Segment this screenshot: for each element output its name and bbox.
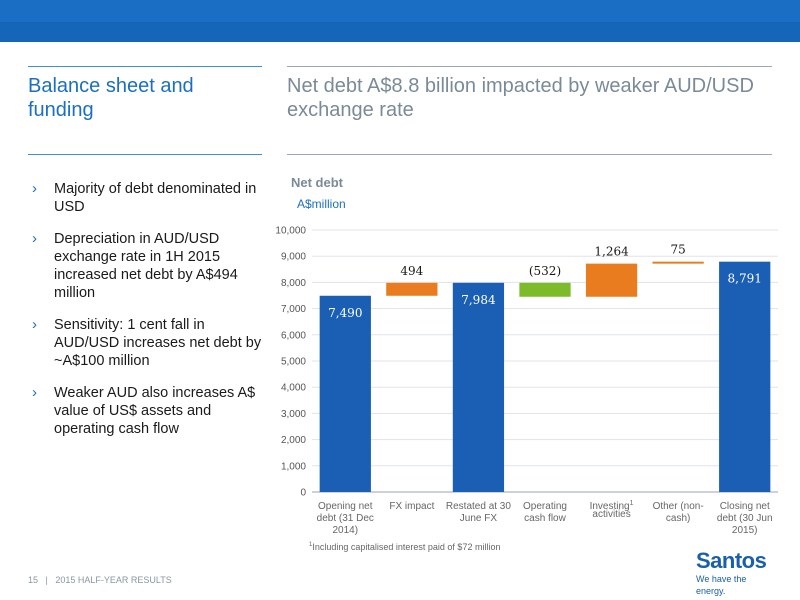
x-tick-label: Closing net debt (30 Jun 2015) xyxy=(717,501,773,536)
left-title-rule-bottom xyxy=(28,154,262,155)
x-tick-label-line: 2014) xyxy=(332,525,358,536)
data-label: 494 xyxy=(400,264,423,278)
y-tick-label: 2,000 xyxy=(281,435,306,446)
data-label: 7,490 xyxy=(328,306,362,320)
footnote: 1Including capitalised interest paid of … xyxy=(309,542,500,552)
bar-decrease xyxy=(519,282,571,297)
chevron-right-icon: › xyxy=(32,230,37,247)
y-tick-label: 5,000 xyxy=(281,357,306,368)
bars xyxy=(319,261,771,492)
left-title-rule-top xyxy=(28,66,262,67)
footnote-marker: 1 xyxy=(309,542,313,548)
bullet-text: Majority of debt denominated in USD xyxy=(54,181,257,215)
x-tick-label-line: debt (31 Dec xyxy=(317,513,374,524)
data-label: (532) xyxy=(529,264,561,278)
x-tick-label-line: June FX xyxy=(460,513,498,524)
bar-total xyxy=(452,282,505,492)
page-number: 15 xyxy=(28,575,39,585)
y-tick-label: 9,000 xyxy=(281,252,306,263)
bullet-text: Sensitivity: 1 cent fall in AUD/USD incr… xyxy=(54,317,262,369)
y-tick-label: 3,000 xyxy=(281,409,306,420)
y-tick-label: 8,000 xyxy=(281,278,306,289)
bullet-item: › Majority of debt denominated in USD xyxy=(30,180,270,216)
y-tick-label: 7,000 xyxy=(281,304,306,315)
x-tick-label-line: Investing xyxy=(590,501,630,512)
x-tick-label-line: debt (30 Jun xyxy=(717,513,773,524)
bar-increase xyxy=(652,261,704,264)
right-title-rule-top xyxy=(287,66,772,67)
x-tick-footnote-marker: 1 xyxy=(630,500,634,507)
gridlines xyxy=(312,229,778,493)
x-tick-label-line: cash) xyxy=(666,513,690,524)
footer-separator: | xyxy=(45,575,48,585)
bullet-text: Weaker AUD also increases A$ value of US… xyxy=(54,385,256,437)
logo-tagline: We have the energy. xyxy=(696,574,747,596)
chevron-right-icon: › xyxy=(32,384,37,401)
x-tick-label: Operating cash flow xyxy=(523,501,567,524)
x-tick-label-line: activities xyxy=(592,509,630,520)
x-tick-label: Investing1 activities xyxy=(590,500,634,520)
header-stripe xyxy=(0,0,800,22)
net-debt-waterfall-chart: 0 1,000 2,000 3,000 4,000 5,000 6,000 7,000 8,00… xyxy=(275,226,778,536)
x-tick-label-line: Other (non- xyxy=(653,501,704,512)
bar-increase xyxy=(386,282,438,296)
slide-title: Net debt A$8.8 billion impacted by weake… xyxy=(287,75,754,121)
header-band xyxy=(0,0,800,42)
data-label: 1,264 xyxy=(594,245,629,259)
x-tick-label: Other (non-cash) xyxy=(653,501,704,524)
x-tick-label-line: Restated at 30 xyxy=(446,501,511,512)
bullet-item: › Depreciation in AUD/USD exchange rate i… xyxy=(30,230,270,302)
chevron-right-icon: › xyxy=(32,180,37,197)
x-tick-label: Opening net debt (31 Dec 2014) xyxy=(317,501,374,536)
y-axis: 0 1,000 2,000 3,000 4,000 5,000 6,000 7,000 8,00… xyxy=(275,226,306,499)
data-label: 75 xyxy=(671,243,686,257)
y-tick-label: 1,000 xyxy=(281,461,306,472)
x-tick-label-line: Opening net xyxy=(318,501,373,512)
chevron-right-icon: › xyxy=(32,316,37,333)
data-label: 8,791 xyxy=(728,272,762,286)
x-axis: Opening net debt (31 Dec 2014) FX impact Res… xyxy=(317,500,773,536)
data-labels: 7,490 494 7,984 (532) 1,264 75 8,791 xyxy=(328,243,762,320)
x-tick-label-line: 2015) xyxy=(732,525,758,536)
y-tick-label: 6,000 xyxy=(281,330,306,341)
santos-logo: Santos We have the energy. xyxy=(696,549,776,597)
x-tick-label-line: Operating xyxy=(523,501,567,512)
section-title: Balance sheet and funding xyxy=(28,75,194,121)
y-tick-label: 10,000 xyxy=(275,226,306,237)
bullet-item: › Weaker AUD also increases A$ value of U… xyxy=(30,384,270,438)
bullet-list: › Majority of debt denominated in USD › De… xyxy=(30,180,270,452)
chart-unit-label: A$million xyxy=(297,197,346,211)
chart-title: Net debt xyxy=(291,175,343,190)
x-tick-label: Restated at 30 June FX xyxy=(446,501,511,524)
x-tick-label-line: cash flow xyxy=(524,513,566,524)
right-title-rule-bottom xyxy=(287,154,772,155)
x-tick-label-line: FX impact xyxy=(389,501,434,512)
x-tick-label: FX impact xyxy=(389,501,434,512)
data-label: 7,984 xyxy=(461,293,496,307)
bar-total xyxy=(719,261,771,492)
bar-increase xyxy=(585,263,638,297)
bullet-item: › Sensitivity: 1 cent fall in AUD/USD inc… xyxy=(30,316,270,370)
bullet-text: Depreciation in AUD/USD exchange rate in… xyxy=(54,231,238,301)
bar-total xyxy=(319,295,371,492)
logo-name: Santos xyxy=(696,548,767,573)
y-tick-label: 0 xyxy=(300,488,306,499)
x-tick-label-line: Closing net xyxy=(720,501,770,512)
footer-text: 2015 HALF-YEAR RESULTS xyxy=(55,575,172,585)
slide-footer: 15 | 2015 HALF-YEAR RESULTS xyxy=(28,575,172,585)
y-tick-label: 4,000 xyxy=(281,383,306,394)
footnote-text: Including capitalised interest paid of $… xyxy=(312,542,501,552)
